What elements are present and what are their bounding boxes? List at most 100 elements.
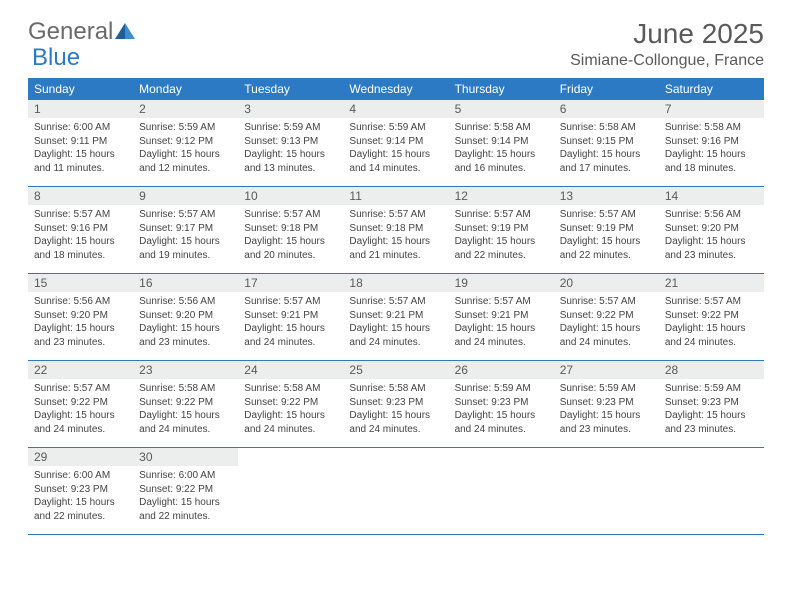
calendar: Sunday Monday Tuesday Wednesday Thursday… <box>0 78 792 535</box>
sunrise-text: Sunrise: 5:57 AM <box>34 382 127 396</box>
day-number: 5 <box>449 100 554 118</box>
day-number: 25 <box>343 361 448 379</box>
sunrise-text: Sunrise: 5:59 AM <box>349 121 442 135</box>
daylight-text: Daylight: 15 hours and 24 minutes. <box>139 409 232 436</box>
sunset-text: Sunset: 9:11 PM <box>34 135 127 149</box>
day-body: Sunrise: 5:57 AMSunset: 9:19 PMDaylight:… <box>449 205 554 268</box>
sunrise-text: Sunrise: 5:58 AM <box>455 121 548 135</box>
day-number: 15 <box>28 274 133 292</box>
location-text: Simiane-Collongue, France <box>570 52 764 70</box>
day-cell: 27Sunrise: 5:59 AMSunset: 9:23 PMDayligh… <box>554 361 659 447</box>
day-body: Sunrise: 5:57 AMSunset: 9:21 PMDaylight:… <box>238 292 343 355</box>
daylight-text: Daylight: 15 hours and 12 minutes. <box>139 148 232 175</box>
day-body: Sunrise: 5:59 AMSunset: 9:12 PMDaylight:… <box>133 118 238 181</box>
sunrise-text: Sunrise: 5:57 AM <box>34 208 127 222</box>
day-cell: 14Sunrise: 5:56 AMSunset: 9:20 PMDayligh… <box>659 187 764 273</box>
day-number: 1 <box>28 100 133 118</box>
sunset-text: Sunset: 9:12 PM <box>139 135 232 149</box>
logo: General <box>28 18 135 46</box>
sunrise-text: Sunrise: 5:59 AM <box>560 382 653 396</box>
day-cell: 4Sunrise: 5:59 AMSunset: 9:14 PMDaylight… <box>343 100 448 186</box>
daylight-text: Daylight: 15 hours and 23 minutes. <box>560 409 653 436</box>
day-number: 20 <box>554 274 659 292</box>
day-cell: 15Sunrise: 5:56 AMSunset: 9:20 PMDayligh… <box>28 274 133 360</box>
logo-text-general: General <box>28 18 113 46</box>
sunset-text: Sunset: 9:16 PM <box>34 222 127 236</box>
sunrise-text: Sunrise: 5:58 AM <box>244 382 337 396</box>
sunrise-text: Sunrise: 5:59 AM <box>665 382 758 396</box>
title-block: June 2025 Simiane-Collongue, France <box>570 18 764 70</box>
sunset-text: Sunset: 9:18 PM <box>244 222 337 236</box>
day-cell: 2Sunrise: 5:59 AMSunset: 9:12 PMDaylight… <box>133 100 238 186</box>
day-body: Sunrise: 5:59 AMSunset: 9:23 PMDaylight:… <box>554 379 659 442</box>
day-body: Sunrise: 6:00 AMSunset: 9:22 PMDaylight:… <box>133 466 238 529</box>
sunset-text: Sunset: 9:19 PM <box>455 222 548 236</box>
weeks-container: 1Sunrise: 6:00 AMSunset: 9:11 PMDaylight… <box>28 100 764 535</box>
sunrise-text: Sunrise: 5:59 AM <box>455 382 548 396</box>
sunset-text: Sunset: 9:22 PM <box>34 396 127 410</box>
sunset-text: Sunset: 9:23 PM <box>455 396 548 410</box>
day-number: 27 <box>554 361 659 379</box>
sunset-text: Sunset: 9:22 PM <box>139 483 232 497</box>
daylight-text: Daylight: 15 hours and 24 minutes. <box>455 409 548 436</box>
day-body: Sunrise: 5:57 AMSunset: 9:17 PMDaylight:… <box>133 205 238 268</box>
day-number: 28 <box>659 361 764 379</box>
day-number: 17 <box>238 274 343 292</box>
day-body: Sunrise: 5:58 AMSunset: 9:14 PMDaylight:… <box>449 118 554 181</box>
weekday-header-row: Sunday Monday Tuesday Wednesday Thursday… <box>28 78 764 100</box>
weekday-wednesday: Wednesday <box>343 78 448 100</box>
daylight-text: Daylight: 15 hours and 22 minutes. <box>455 235 548 262</box>
day-number: 8 <box>28 187 133 205</box>
daylight-text: Daylight: 15 hours and 14 minutes. <box>349 148 442 175</box>
day-body: Sunrise: 5:59 AMSunset: 9:23 PMDaylight:… <box>659 379 764 442</box>
day-body: Sunrise: 5:57 AMSunset: 9:22 PMDaylight:… <box>554 292 659 355</box>
day-number: 13 <box>554 187 659 205</box>
sunrise-text: Sunrise: 5:57 AM <box>139 208 232 222</box>
day-number: 29 <box>28 448 133 466</box>
week-row: 8Sunrise: 5:57 AMSunset: 9:16 PMDaylight… <box>28 187 764 274</box>
day-cell: 8Sunrise: 5:57 AMSunset: 9:16 PMDaylight… <box>28 187 133 273</box>
daylight-text: Daylight: 15 hours and 24 minutes. <box>349 409 442 436</box>
day-cell: 20Sunrise: 5:57 AMSunset: 9:22 PMDayligh… <box>554 274 659 360</box>
weekday-saturday: Saturday <box>659 78 764 100</box>
day-cell: 28Sunrise: 5:59 AMSunset: 9:23 PMDayligh… <box>659 361 764 447</box>
sunrise-text: Sunrise: 5:59 AM <box>139 121 232 135</box>
day-cell: 23Sunrise: 5:58 AMSunset: 9:22 PMDayligh… <box>133 361 238 447</box>
sunset-text: Sunset: 9:15 PM <box>560 135 653 149</box>
sunrise-text: Sunrise: 6:00 AM <box>139 469 232 483</box>
daylight-text: Daylight: 15 hours and 22 minutes. <box>560 235 653 262</box>
sunrise-text: Sunrise: 5:57 AM <box>244 295 337 309</box>
day-cell: 18Sunrise: 5:57 AMSunset: 9:21 PMDayligh… <box>343 274 448 360</box>
logo-text-blue: Blue <box>32 44 80 71</box>
sunset-text: Sunset: 9:18 PM <box>349 222 442 236</box>
day-number: 14 <box>659 187 764 205</box>
sunrise-text: Sunrise: 5:57 AM <box>455 295 548 309</box>
day-body: Sunrise: 5:56 AMSunset: 9:20 PMDaylight:… <box>28 292 133 355</box>
sunrise-text: Sunrise: 5:57 AM <box>560 208 653 222</box>
week-row: 22 Sunrise: 5:57 AMSunset: 9:22 PM Dayligh… <box>28 361 764 448</box>
day-number: 22 <box>28 361 133 379</box>
daylight-text: Daylight: 15 hours and 24 minutes. <box>349 322 442 349</box>
day-cell: 3Sunrise: 5:59 AMSunset: 9:13 PMDaylight… <box>238 100 343 186</box>
sunset-text: Sunset: 9:22 PM <box>665 309 758 323</box>
day-body: Sunrise: 6:00 AMSunset: 9:11 PMDaylight:… <box>28 118 133 181</box>
day-cell: 22Sunrise: 5:57 AMSunset: 9:22 PMDayligh… <box>28 361 133 447</box>
day-number: 11 <box>343 187 448 205</box>
day-number: 6 <box>554 100 659 118</box>
day-body: Sunrise: 5:58 AMSunset: 9:15 PMDaylight:… <box>554 118 659 181</box>
daylight-text: Daylight: 15 hours and 20 minutes. <box>244 235 337 262</box>
sunset-text: Sunset: 9:20 PM <box>139 309 232 323</box>
daylight-text: Daylight: 15 hours and 22 minutes. <box>139 496 232 523</box>
sunrise-text: Sunrise: 5:57 AM <box>455 208 548 222</box>
daylight-text: Daylight: 15 hours and 23 minutes. <box>665 409 758 436</box>
day-body: Sunrise: 5:58 AMSunset: 9:23 PMDaylight:… <box>343 379 448 442</box>
daylight-text: Daylight: 15 hours and 24 minutes. <box>665 322 758 349</box>
daylight-text: Daylight: 15 hours and 24 minutes. <box>244 409 337 436</box>
week-row: 29 Sunrise: 6:00 AM Sunset: 9:23 PM Dayligh… <box>28 448 764 535</box>
sunset-text: Sunset: 9:23 PM <box>34 483 127 497</box>
day-cell: 16Sunrise: 5:56 AMSunset: 9:20 PMDayligh… <box>133 274 238 360</box>
day-body: Sunrise: 5:57 AMSunset: 9:19 PMDaylight:… <box>554 205 659 268</box>
weekday-sunday: Sunday <box>28 78 133 100</box>
daylight-text: Daylight: 15 hours and 16 minutes. <box>455 148 548 175</box>
sunset-text: Sunset: 9:23 PM <box>349 396 442 410</box>
